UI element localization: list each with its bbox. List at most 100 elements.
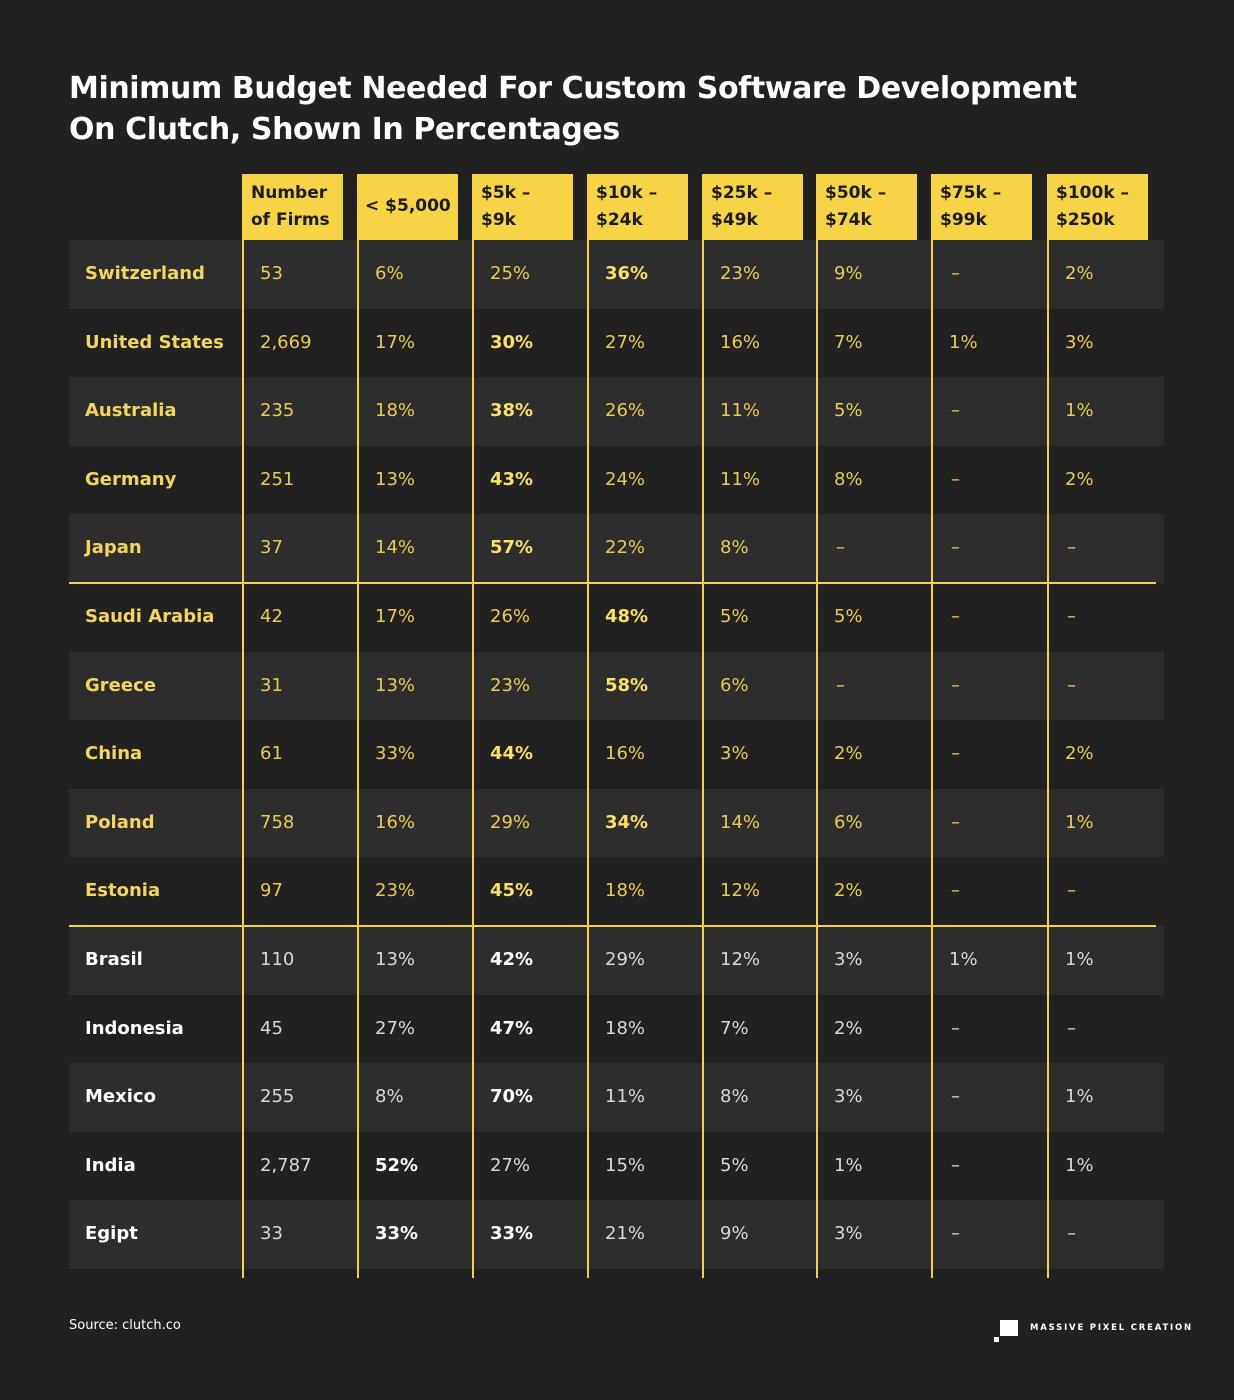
table-cell: 251 — [260, 468, 295, 490]
table-cell: 31 — [260, 674, 283, 696]
column-header: $100k – $250k — [1047, 174, 1148, 240]
chart-title: Minimum Budget Needed For Custom Softwar… — [69, 68, 1119, 150]
column-divider — [472, 240, 474, 1278]
table-cell: 3% — [834, 1086, 863, 1108]
table-cell: 26% — [605, 400, 646, 422]
table-cell: – — [951, 880, 960, 902]
table-cell: 1% — [1065, 811, 1094, 833]
row-country-label: Germany — [85, 468, 177, 490]
table-cell: 6% — [834, 811, 863, 833]
table-cell: – — [951, 606, 960, 627]
table-cell: – — [951, 1017, 960, 1039]
table-cell: 2% — [834, 743, 863, 765]
table-cell: 11% — [605, 1086, 646, 1108]
table-cell: – — [951, 263, 960, 284]
table-cell: 29% — [490, 811, 531, 833]
table-cell: – — [1067, 674, 1076, 696]
column-header: $50k – $74k — [816, 174, 917, 240]
table-cell: 18% — [605, 880, 646, 902]
table-cell: 758 — [260, 811, 295, 833]
table-cell: 16% — [605, 743, 646, 765]
brand-name: MASSIVE PIXEL CREATION — [1030, 1323, 1193, 1333]
column-header: $5k – $9k — [472, 174, 573, 240]
table-cell: – — [951, 1154, 960, 1176]
table-cell: 6% — [720, 674, 749, 696]
table-cell: 235 — [260, 400, 295, 422]
column-header: $75k – $99k — [931, 174, 1032, 240]
chart-title-line-1: Minimum Budget Needed For Custom Softwar… — [69, 71, 1077, 106]
column-divider — [357, 240, 359, 1278]
table-row — [69, 1131, 1164, 1201]
table-cell: 2% — [834, 880, 863, 902]
table-cell: 5% — [720, 606, 749, 627]
table-row — [69, 994, 1164, 1064]
table-cell: 11% — [720, 468, 761, 490]
table-cell: 38% — [490, 400, 534, 422]
table-cell: – — [951, 400, 960, 422]
table-cell: 13% — [375, 468, 416, 490]
table-cell: 1% — [1065, 400, 1094, 422]
table-cell: 3% — [834, 949, 863, 970]
table-cell: 44% — [490, 743, 534, 765]
table-cell: 42% — [490, 949, 534, 970]
table-row — [69, 445, 1164, 515]
table-cell: 8% — [720, 1086, 749, 1108]
table-cell: 33% — [375, 1223, 419, 1245]
table-cell: 1% — [1065, 1086, 1094, 1108]
table-row — [69, 720, 1164, 789]
row-country-label: Australia — [85, 400, 177, 422]
table-cell: 12% — [720, 880, 761, 902]
table-row — [69, 583, 1164, 652]
table-cell: 29% — [605, 949, 646, 970]
table-cell: – — [836, 537, 845, 559]
table-cell: – — [951, 537, 960, 559]
column-divider — [242, 240, 244, 1278]
table-cell: 21% — [605, 1223, 646, 1245]
table-row — [69, 926, 1164, 995]
table-cell: 1% — [1065, 1154, 1094, 1176]
table-cell: 12% — [720, 949, 761, 970]
table-cell: 2% — [1065, 468, 1094, 490]
table-row — [69, 1063, 1164, 1132]
table-cell: 2,669 — [260, 331, 312, 353]
table-cell: 25% — [490, 263, 531, 284]
table-cell: 27% — [375, 1017, 416, 1039]
table-cell: 23% — [375, 880, 416, 902]
table-cell: 43% — [490, 468, 534, 490]
table-cell: – — [951, 1223, 960, 1245]
row-country-label: Switzerland — [85, 263, 205, 284]
table-cell: 16% — [720, 331, 761, 353]
column-divider — [587, 240, 589, 1278]
table-cell: 3% — [720, 743, 749, 765]
column-divider — [702, 240, 704, 1278]
table-cell: – — [951, 743, 960, 765]
table-cell: – — [1067, 880, 1076, 902]
column-header: < $5,000 — [357, 174, 458, 240]
table-row — [69, 651, 1164, 721]
table-cell: 30% — [490, 331, 534, 353]
table-cell: 27% — [490, 1154, 531, 1176]
column-header: $25k – $49k — [702, 174, 803, 240]
table-cell: 53 — [260, 263, 283, 284]
row-country-label: Japan — [85, 537, 142, 559]
table-cell: – — [1067, 537, 1076, 559]
table-cell: 2% — [834, 1017, 863, 1039]
table-cell: – — [1067, 1017, 1076, 1039]
row-country-label: Mexico — [85, 1086, 156, 1108]
row-country-label: India — [85, 1154, 136, 1176]
row-country-label: Greece — [85, 674, 156, 696]
table-cell: 33 — [260, 1223, 283, 1245]
table-row — [69, 514, 1164, 583]
table-row — [69, 788, 1164, 858]
square-pixel-logo-icon — [994, 1320, 1018, 1342]
table-cell: 42 — [260, 606, 283, 627]
table-cell: 18% — [375, 400, 416, 422]
table-cell: 7% — [720, 1017, 749, 1039]
table-cell: 22% — [605, 537, 646, 559]
table-cell: 70% — [490, 1086, 534, 1108]
table-cell: 3% — [834, 1223, 863, 1245]
table-cell: 58% — [605, 674, 649, 696]
table-cell: 255 — [260, 1086, 295, 1108]
table-cell: 37 — [260, 537, 283, 559]
table-cell: 6% — [375, 263, 404, 284]
